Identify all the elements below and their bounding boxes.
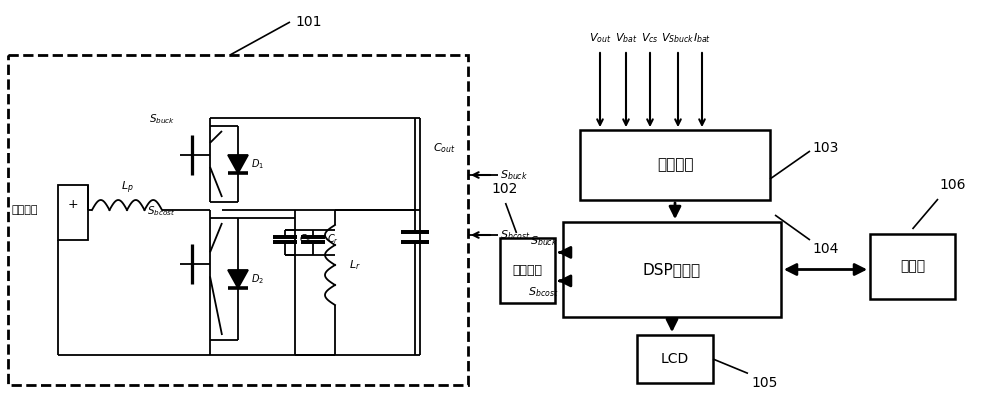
Text: 106: 106: [940, 178, 966, 192]
Bar: [870, 234, 955, 299]
Text: 104: 104: [812, 242, 838, 256]
Text: $I_{bat}$: $I_{bat}$: [693, 31, 711, 45]
Text: 102: 102: [491, 182, 518, 196]
Bar: [563, 222, 781, 317]
Text: $V_{bat}$: $V_{bat}$: [615, 31, 637, 45]
Bar: [580, 130, 770, 200]
Text: $C_r$: $C_r$: [327, 232, 339, 246]
Text: $S_{buck}$: $S_{buck}$: [530, 234, 558, 248]
Text: $V_{cs}$: $V_{cs}$: [641, 31, 659, 45]
Text: 采样电路: 采样电路: [657, 158, 693, 172]
Text: $L_p$: $L_p$: [121, 179, 133, 196]
Text: $S_{buck}$: $S_{buck}$: [149, 112, 175, 126]
Text: $S_{bcost}$: $S_{bcost}$: [147, 204, 175, 218]
Text: +: +: [68, 199, 78, 211]
Text: 105: 105: [751, 376, 777, 390]
Text: $D_2$: $D_2$: [251, 272, 264, 286]
Text: $S_{bcost}$: $S_{bcost}$: [528, 285, 558, 299]
Text: $D_1$: $D_1$: [251, 157, 264, 171]
Text: 101: 101: [295, 15, 322, 29]
Polygon shape: [228, 155, 248, 173]
Text: 蓄电池组: 蓄电池组: [12, 205, 38, 215]
Text: $V_{out}$: $V_{out}$: [589, 31, 611, 45]
Text: $S_{bcost}$: $S_{bcost}$: [500, 228, 530, 242]
Text: 上位机: 上位机: [900, 259, 925, 273]
Bar: [500, 238, 555, 303]
Bar: [58, 185, 88, 240]
Text: DSP控制器: DSP控制器: [643, 262, 701, 277]
Text: 驱动电路: 驱动电路: [512, 264, 542, 277]
Bar: [637, 335, 713, 383]
Text: $C_{out}$: $C_{out}$: [433, 141, 456, 155]
Text: $C_s$: $C_s$: [299, 232, 311, 246]
Text: $L_r$: $L_r$: [349, 258, 361, 272]
Text: $V_{Sbuck}$: $V_{Sbuck}$: [661, 31, 695, 45]
Text: $S_{buck}$: $S_{buck}$: [500, 168, 528, 182]
Bar: [8, 55, 468, 385]
Text: 103: 103: [812, 140, 838, 154]
Text: LCD: LCD: [661, 352, 689, 366]
Polygon shape: [228, 270, 248, 288]
